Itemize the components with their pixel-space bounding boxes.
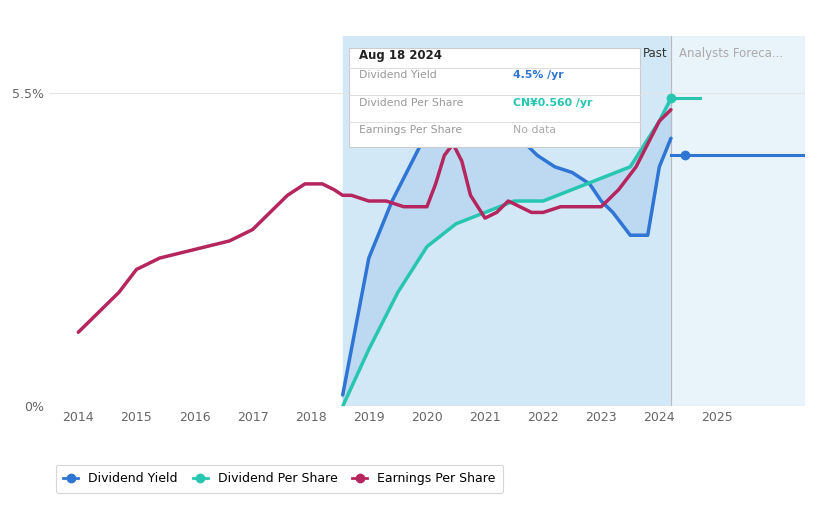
- Text: CN¥0.560 /yr: CN¥0.560 /yr: [513, 98, 593, 108]
- Text: Aug 18 2024: Aug 18 2024: [359, 49, 442, 62]
- Text: Earnings Per Share: Earnings Per Share: [359, 125, 462, 135]
- Bar: [342, 36, 671, 406]
- Text: Dividend Yield: Dividend Yield: [359, 70, 437, 80]
- Bar: [671, 36, 805, 406]
- Text: 4.5% /yr: 4.5% /yr: [513, 70, 564, 80]
- Text: No data: No data: [513, 125, 556, 135]
- Text: Analysts Foreca...: Analysts Foreca...: [679, 47, 783, 59]
- Legend: Dividend Yield, Dividend Per Share, Earnings Per Share: Dividend Yield, Dividend Per Share, Earn…: [56, 465, 503, 493]
- Text: Dividend Per Share: Dividend Per Share: [359, 98, 463, 108]
- Text: Past: Past: [643, 47, 667, 59]
